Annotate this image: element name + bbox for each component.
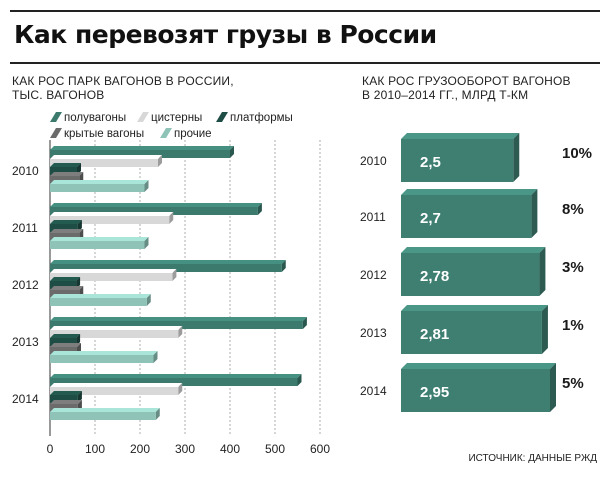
fleet-bar-polyvagony xyxy=(50,260,286,272)
fleet-category-label: 2010 xyxy=(12,164,39,178)
turnover-chart-title-line-2: В 2010–2014 ГГ., МЛРД Т-КМ xyxy=(362,88,529,102)
fleet-bar-polyvagony xyxy=(50,203,262,215)
fleet-bar-prochie xyxy=(50,351,158,363)
legend-label: платформы xyxy=(230,112,293,124)
x-tick-label: 500 xyxy=(265,442,285,456)
fleet-bar-polyvagony xyxy=(50,146,234,158)
fleet-bar-prochie xyxy=(50,408,160,420)
legend-item-poluvagony: полувагоны xyxy=(50,112,126,124)
fleet-bar-polyvagony xyxy=(50,374,302,386)
x-tick-label: 0 xyxy=(47,442,54,456)
fleet-bar-cisterny xyxy=(50,326,183,338)
turnover-bar xyxy=(401,133,520,182)
turnover-year-label: 2013 xyxy=(360,326,387,340)
x-tick-label: 300 xyxy=(175,442,195,456)
fleet-bar-polyvagony xyxy=(50,317,307,329)
fleet-bar-cisterny xyxy=(50,269,177,281)
x-tick-label: 400 xyxy=(220,442,240,456)
turnover-bar xyxy=(401,363,556,412)
legend-swatch xyxy=(216,112,228,122)
legend-label: цистерны xyxy=(151,112,202,124)
fleet-category-label: 2014 xyxy=(12,392,39,406)
legend-swatch xyxy=(160,128,172,138)
legend-item-krytye: крытые вагоны xyxy=(50,128,144,140)
legend-item-prochie: прочие xyxy=(160,128,212,140)
turnover-chart-title-line-1: КАК РОС ГРУЗООБОРОТ ВАГОНОВ xyxy=(362,74,571,88)
fleet-chart-title-line-2: ТЫС. ВАГОНОВ xyxy=(12,88,105,102)
turnover-value-label: 2,78 xyxy=(420,268,449,285)
turnover-growth-label: 8% xyxy=(562,201,584,218)
turnover-growth-label: 5% xyxy=(562,375,584,392)
turnover-value-label: 2,81 xyxy=(420,326,449,343)
legend-label: крытые вагоны xyxy=(64,128,144,140)
source-note: ИСТОЧНИК: ДАННЫЕ РЖД xyxy=(468,453,597,464)
turnover-value-label: 2,95 xyxy=(420,384,449,401)
turnover-year-label: 2010 xyxy=(360,154,387,168)
x-tick-label: 600 xyxy=(310,442,330,456)
turnover-bar xyxy=(401,305,548,354)
fleet-category-label: 2011 xyxy=(12,221,38,235)
fleet-bar-prochie xyxy=(50,237,149,249)
fleet-category-label: 2012 xyxy=(12,278,39,292)
legend-swatch xyxy=(50,128,62,138)
fleet-chart-heading: КАК РОС ПАРК ВАГОНОВ В РОССИИ, ТЫС. ВАГО… xyxy=(12,74,312,102)
title-bottom-rule xyxy=(10,62,600,64)
legend-item-platformy: платформы xyxy=(216,112,293,124)
turnover-value-label: 2,7 xyxy=(420,210,441,227)
x-tick-label: 200 xyxy=(130,442,150,456)
fleet-bar-prochie xyxy=(50,180,149,192)
legend-item-cisterny: цистерны xyxy=(137,112,202,124)
legend-swatch xyxy=(50,112,62,122)
fleet-bar-cisterny xyxy=(50,155,162,167)
fleet-chart-title-line-1: КАК РОС ПАРК ВАГОНОВ В РОССИИ, xyxy=(12,74,234,88)
turnover-year-label: 2012 xyxy=(360,268,387,282)
turnover-year-label: 2014 xyxy=(360,384,387,398)
turnover-year-label: 2011 xyxy=(360,210,386,224)
legend-label: прочие xyxy=(174,128,212,140)
fleet-bar-cisterny xyxy=(50,383,183,395)
turnover-bar xyxy=(401,247,546,296)
fleet-category-label: 2013 xyxy=(12,335,39,349)
legend-label: полувагоны xyxy=(64,112,126,124)
turnover-chart-heading: КАК РОС ГРУЗООБОРОТ ВАГОНОВ В 2010–2014 … xyxy=(362,74,602,102)
title-top-rule xyxy=(10,10,600,12)
turnover-growth-label: 10% xyxy=(562,145,592,162)
fleet-bar-cisterny xyxy=(50,212,174,224)
page-title: Как перевозят грузы в России xyxy=(14,20,437,49)
fleet-bar-prochie xyxy=(50,294,151,306)
turnover-growth-label: 1% xyxy=(562,317,584,334)
turnover-growth-label: 3% xyxy=(562,259,584,276)
x-tick-label: 100 xyxy=(85,442,105,456)
turnover-bar xyxy=(401,189,538,238)
turnover-value-label: 2,5 xyxy=(420,154,441,171)
legend-swatch xyxy=(137,112,149,122)
